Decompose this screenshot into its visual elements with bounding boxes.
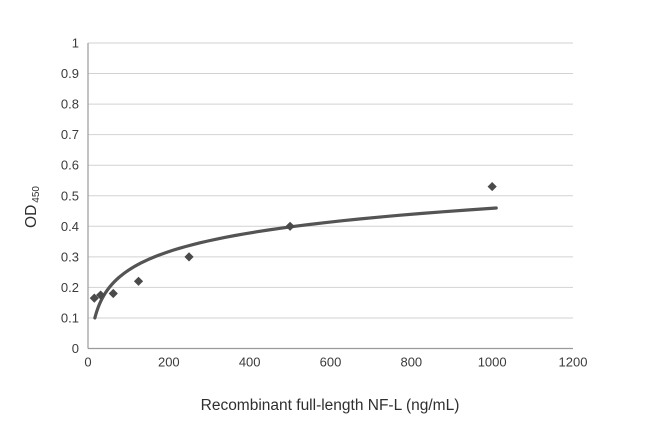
y-tick-label: 0.1 <box>61 310 79 325</box>
y-tick-label: 0.2 <box>61 280 79 295</box>
axes <box>87 43 573 350</box>
y-axis-title-subscript: 450 <box>31 186 42 203</box>
y-tick-label: 0.9 <box>61 66 79 81</box>
data-point-diamond <box>184 252 194 262</box>
y-tick-label: 0.8 <box>61 97 79 112</box>
data-point-diamond <box>108 288 118 299</box>
y-tick-label: 1 <box>72 36 79 51</box>
data-point-diamond <box>487 181 497 192</box>
data-point-diamond <box>133 276 144 286</box>
y-axis-title: OD 450 <box>23 186 42 228</box>
x-tick-label: 800 <box>400 355 422 370</box>
x-tick-label: 400 <box>239 355 261 370</box>
y-axis-title-main: OD <box>23 205 40 228</box>
data-point-diamond <box>285 221 295 231</box>
x-tick-label: 200 <box>158 355 180 370</box>
x-tick-label: 0 <box>84 355 91 370</box>
x-tick-label: 1200 <box>559 355 588 370</box>
y-tick-label: 0 <box>72 341 79 356</box>
data-point-diamond <box>89 293 99 303</box>
y-tick-label: 0.5 <box>61 188 79 203</box>
y-tick-label: 0.7 <box>61 127 79 142</box>
y-axis-tick-labels: 0 0.1 0.2 0.3 0.4 0.5 0.6 0.7 0.8 0.9 1 <box>61 36 79 357</box>
gridlines <box>88 42 573 319</box>
y-tick-label: 0.3 <box>61 249 79 264</box>
x-axis-tick-labels: 0 200 400 600 800 1000 1200 <box>84 355 587 370</box>
x-tick-label: 600 <box>320 355 342 370</box>
logarithmic-trendline-curve <box>93 206 498 320</box>
x-axis-title: Recombinant full-length NF-L (ng/mL) <box>201 397 460 414</box>
data-point-diamond <box>96 290 106 300</box>
y-tick-label: 0.6 <box>61 158 79 173</box>
data-point-markers <box>89 181 497 303</box>
x-tick-label: 1000 <box>478 355 507 370</box>
y-tick-label: 0.4 <box>61 219 79 234</box>
